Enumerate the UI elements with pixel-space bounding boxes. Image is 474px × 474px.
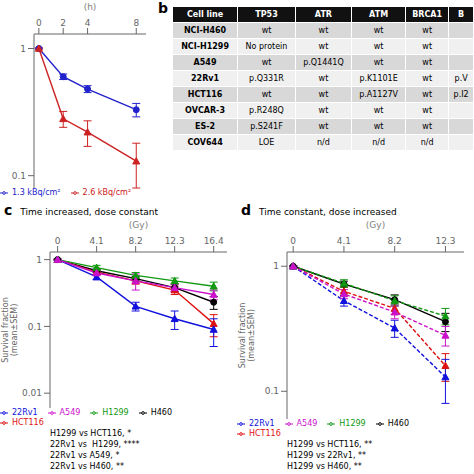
svg-text:8: 8: [133, 18, 139, 28]
html-text:HCT116: HCT116: [249, 429, 281, 438]
html-text:b: b: [158, 0, 168, 16]
svg-text:(Gy): (Gy): [129, 220, 148, 230]
svg-text:16.4: 16.4: [204, 236, 224, 246]
html-text:H460: H460: [150, 408, 172, 417]
html-text:A549: A549: [193, 58, 217, 67]
svg-text:0.1: 0.1: [28, 322, 42, 332]
svg-text:0.1: 0.1: [12, 171, 26, 181]
html-text:wt: wt: [422, 106, 432, 115]
html-text:p.K1101E: p.K1101E: [359, 74, 398, 83]
html-text:OVCAR-3: OVCAR-3: [185, 106, 225, 115]
html-text:TP53: TP53: [255, 10, 278, 19]
html-text:22Rv1 vs H460, **: 22Rv1 vs H460, **: [50, 462, 124, 471]
html-text:H1299 vs 22Rv1, **: H1299 vs 22Rv1, **: [287, 451, 366, 460]
html-text:NCI-H1299: NCI-H1299: [181, 42, 229, 51]
html-text:wt: wt: [373, 26, 384, 35]
html-text:A549: A549: [59, 408, 81, 417]
svg-text:0: 0: [36, 18, 42, 28]
html-text:H1299 vs HCT116, **: H1299 vs HCT116, **: [287, 440, 373, 449]
html-text:H1299 vs H460, **: H1299 vs H460, **: [287, 462, 362, 471]
svg-text:12.3: 12.3: [165, 236, 185, 246]
html-text:H460: H460: [387, 419, 409, 428]
html-text:wt: wt: [318, 26, 329, 35]
html-text:Time increased, dose constant: Time increased, dose constant: [20, 207, 158, 217]
html-text:wt: wt: [373, 106, 384, 115]
html-text:p.Q331R: p.Q331R: [249, 74, 284, 83]
html-text:wt: wt: [422, 90, 432, 99]
html-text:No protein: No protein: [245, 42, 288, 51]
html-text:LOE: LOE: [258, 138, 275, 147]
html-text:p.V: p.V: [454, 74, 468, 83]
html-text:A549: A549: [296, 419, 318, 428]
html-text:wt: wt: [318, 90, 329, 99]
svg-text:8.2: 8.2: [388, 236, 402, 246]
html-text:22Rv1: 22Rv1: [191, 74, 220, 83]
html-text:wt: wt: [261, 58, 272, 67]
html-text:wt: wt: [373, 58, 384, 67]
html-text:BRCA1: BRCA1: [412, 10, 443, 19]
html-text:p.R248Q: p.R248Q: [249, 106, 284, 115]
html-text:22Rv1 vs A549, *: 22Rv1 vs A549, *: [50, 451, 120, 460]
svg-text:Survival fraction(mean±SEM): Survival fraction(mean±SEM): [238, 303, 256, 369]
svg-text:1: 1: [36, 255, 42, 265]
svg-text:12.3: 12.3: [435, 236, 455, 246]
html-text:NCI-H460: NCI-H460: [183, 26, 227, 35]
html-text:n/d: n/d: [317, 138, 330, 147]
html-text:COV644: COV644: [187, 138, 223, 147]
html-text:n/d: n/d: [420, 138, 434, 147]
html-text:wt: wt: [422, 122, 432, 131]
svg-text:0.1: 0.1: [265, 386, 279, 396]
html-text:ATR: ATR: [314, 10, 332, 19]
html-text:B: B: [458, 10, 465, 19]
html-text:22Rv1: 22Rv1: [249, 419, 275, 428]
html-text:wt: wt: [373, 122, 384, 131]
svg-text:(h): (h): [84, 2, 97, 12]
html-text:wt: wt: [422, 26, 432, 35]
html-text:wt: wt: [422, 42, 432, 51]
html-text:p.I2: p.I2: [453, 90, 469, 99]
html-text:wt: wt: [318, 122, 329, 131]
html-text:Time constant, dose increased: Time constant, dose increased: [259, 207, 397, 217]
html-text:22Rv1 vs H1299, ****: 22Rv1 vs H1299, ****: [50, 440, 140, 449]
html-text:p.Q1441Q: p.Q1441Q: [303, 58, 344, 67]
html-text:wt: wt: [318, 42, 329, 51]
svg-text:Survival fraction(mean±SEM): Survival fraction(mean±SEM): [1, 297, 19, 363]
html-text:p.A1127V: p.A1127V: [359, 90, 399, 99]
html-text:c: c: [4, 202, 13, 218]
html-text:Cell line: Cell line: [187, 10, 224, 19]
html-text:H1299 vs HCT116, *: H1299 vs HCT116, *: [50, 429, 132, 438]
svg-text:0.01: 0.01: [22, 388, 42, 398]
html-text:wt: wt: [318, 106, 329, 115]
html-text:22Rv1: 22Rv1: [12, 408, 38, 417]
html-text:d: d: [241, 202, 251, 218]
svg-text:(Gy): (Gy): [366, 220, 385, 230]
html-text:2.6 kBq/cm²: 2.6 kBq/cm²: [82, 188, 132, 197]
svg-text:2: 2: [60, 18, 66, 28]
html-text:wt: wt: [422, 58, 432, 67]
svg-text:4: 4: [85, 18, 91, 28]
html-text:wt: wt: [261, 26, 272, 35]
html-text:wt: wt: [261, 90, 272, 99]
html-text:n/d: n/d: [372, 138, 385, 147]
html-text:H1299: H1299: [339, 419, 366, 428]
html-text:ES-2: ES-2: [195, 122, 216, 131]
html-text:p.S241F: p.S241F: [250, 122, 283, 131]
svg-text:4.1: 4.1: [337, 236, 351, 246]
svg-text:0: 0: [290, 236, 296, 246]
svg-text:4.1: 4.1: [89, 236, 103, 246]
html-text:H1299: H1299: [102, 408, 129, 417]
svg-text:0: 0: [55, 236, 61, 246]
html-text:wt: wt: [422, 74, 432, 83]
html-text:HCT116: HCT116: [12, 418, 44, 427]
html-text:wt: wt: [373, 42, 384, 51]
html-text:HCT116: HCT116: [187, 90, 223, 99]
svg-text:8.2: 8.2: [128, 236, 142, 246]
html-text:ATM: ATM: [369, 10, 389, 19]
html-text:1.3 kBq/cm²: 1.3 kBq/cm²: [12, 188, 61, 197]
html-text:wt: wt: [318, 74, 329, 83]
svg-text:1: 1: [20, 44, 26, 54]
svg-text:1: 1: [273, 261, 279, 271]
